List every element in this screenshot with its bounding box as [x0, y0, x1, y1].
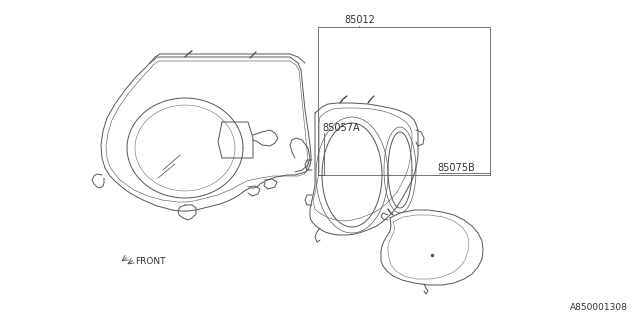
- Text: FRONT: FRONT: [135, 258, 166, 267]
- Text: 85075B: 85075B: [437, 163, 475, 173]
- Text: 85012: 85012: [344, 15, 375, 25]
- Text: 85057A: 85057A: [322, 123, 360, 133]
- Text: A850001308: A850001308: [570, 303, 628, 312]
